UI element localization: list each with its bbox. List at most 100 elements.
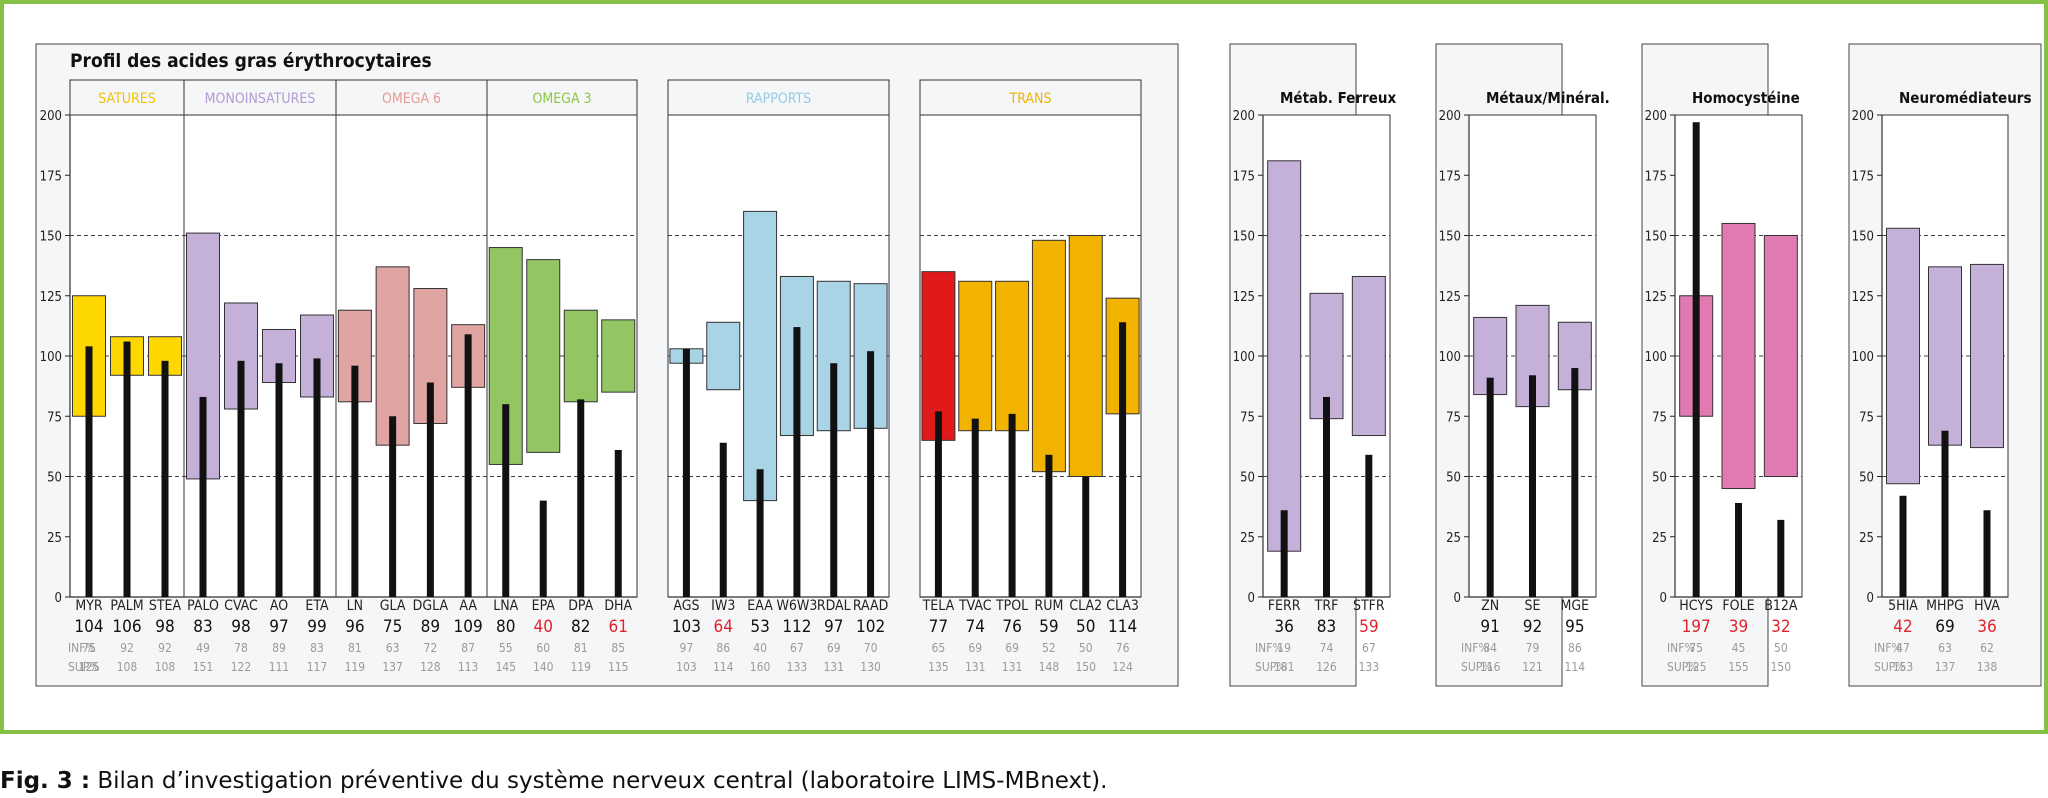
main-tick-label: 125 xyxy=(40,290,62,305)
main-item-sup-label: 114 xyxy=(713,660,734,674)
main-item-value-bar xyxy=(237,360,245,597)
group-box-4 xyxy=(667,79,890,598)
small-item-category-label: ZN xyxy=(1481,598,1499,614)
small-0-tick-label: 50 xyxy=(1240,471,1255,486)
small-item-category-label: FOLE xyxy=(1722,598,1754,614)
main-item-sup-label: 150 xyxy=(1075,660,1096,674)
small-item-category-label: TRF xyxy=(1314,598,1339,614)
main-item-value-bar xyxy=(830,363,838,597)
main-item-inf-label: 52 xyxy=(1042,641,1056,655)
main-item-value-label: 99 xyxy=(307,617,326,637)
group-label: OMEGA 6 xyxy=(382,91,441,107)
small-2-tick-label: 200 xyxy=(1645,109,1667,124)
small-2-tick-label: 25 xyxy=(1652,531,1667,546)
main-tick-label: 200 xyxy=(40,109,62,124)
small-2-sup-row-label: SUP% xyxy=(1667,660,1699,674)
main-item-sup-label: 148 xyxy=(1039,660,1060,674)
small-item-inf-label: 79 xyxy=(1526,641,1540,655)
main-item-inf-label: 86 xyxy=(716,641,730,655)
small-3-tick-label: 175 xyxy=(1852,169,1874,184)
small-item-range-bar xyxy=(1351,275,1386,437)
small-2-tick-label: 0 xyxy=(1660,591,1667,606)
main-item-category-label: LNA xyxy=(493,598,518,614)
main-item-value-bar xyxy=(199,396,207,597)
main-item-value-bar xyxy=(1082,476,1090,597)
main-item-category-label: ETA xyxy=(305,598,329,614)
main-item-value-label: 106 xyxy=(112,617,141,637)
main-item-category-label: STEA xyxy=(149,598,182,614)
small-3-tick-label: 50 xyxy=(1859,471,1874,486)
main-item-value-label: 89 xyxy=(421,617,440,637)
small-2-tick-label: 175 xyxy=(1645,169,1667,184)
main-item-category-label: LN xyxy=(347,598,363,614)
main-item-sup-label: 128 xyxy=(420,660,441,674)
main-item-category-label: TPOL xyxy=(995,598,1028,614)
main-tick-label: 25 xyxy=(47,531,62,546)
main-item-value-label: 59 xyxy=(1039,617,1058,637)
main-item-category-label: EAA xyxy=(747,598,773,614)
main-tick-label: 50 xyxy=(47,471,62,486)
small-item-category-label: 5HIA xyxy=(1888,598,1918,614)
main-item-category-label: TELA xyxy=(922,598,955,614)
group-label: SATURES xyxy=(98,91,155,107)
main-item-inf-label: 70 xyxy=(864,641,878,655)
small-3-tick-label: 100 xyxy=(1852,350,1874,365)
small-item-value-bar xyxy=(1899,495,1907,597)
small-item-inf-label: 19 xyxy=(1277,641,1291,655)
main-item-sup-label: 133 xyxy=(787,660,808,674)
small-2-tick-label: 75 xyxy=(1652,410,1667,425)
main-item-category-label: PALO xyxy=(187,598,219,614)
main-item-category-label: PALM xyxy=(110,598,143,614)
small-item-category-label: HCYS xyxy=(1679,598,1713,614)
group-box-5 xyxy=(919,79,1142,598)
main-item-sup-label: 103 xyxy=(676,660,697,674)
main-item-value-bar xyxy=(971,418,979,597)
main-item-sup-label: 124 xyxy=(1112,660,1133,674)
main-item-value-bar xyxy=(502,404,510,597)
small-item-range-bar xyxy=(1928,266,1962,446)
small-item-sup-label: 155 xyxy=(1728,660,1749,674)
small-0-tick-label: 75 xyxy=(1240,410,1255,425)
small-0-tick-label: 0 xyxy=(1248,591,1255,606)
main-item-value-label: 102 xyxy=(856,617,885,637)
small-item-value-label: 83 xyxy=(1317,617,1336,637)
small-item-sup-label: 181 xyxy=(1274,660,1295,674)
main-item-value-bar xyxy=(1045,454,1053,597)
small-1-tick-label: 100 xyxy=(1439,350,1461,365)
main-item-value-bar xyxy=(464,334,472,597)
small-item-inf-label: 75 xyxy=(1689,641,1703,655)
group-label: OMEGA 3 xyxy=(532,91,591,107)
small-3-tick-label: 75 xyxy=(1859,410,1874,425)
small-1-tick-label: 50 xyxy=(1446,471,1461,486)
biomarker-chart: Profil des acides gras érythrocytaires 0 2… xyxy=(35,43,2042,687)
main-item-inf-label: 81 xyxy=(348,641,362,655)
small-item-value-label: 32 xyxy=(1771,617,1790,637)
main-item-value-bar xyxy=(351,365,359,597)
main-item-value-label: 97 xyxy=(824,617,843,637)
small-panel-title: Homocystéine xyxy=(1692,89,1800,107)
small-2-tick-label: 50 xyxy=(1652,471,1667,486)
main-item-value-label: 98 xyxy=(231,617,250,637)
main-item-range-bar xyxy=(958,280,993,432)
small-3-inf-row-label: INF% xyxy=(1874,641,1902,655)
small-item-sup-label: 121 xyxy=(1522,660,1543,674)
main-item-range-bar xyxy=(526,259,561,453)
main-item-value-bar xyxy=(756,469,764,597)
small-item-value-label: 92 xyxy=(1523,617,1542,637)
small-item-value-label: 39 xyxy=(1729,617,1748,637)
main-item-sup-label: 108 xyxy=(117,660,138,674)
small-item-value-label: 197 xyxy=(1682,617,1711,637)
small-0-tick-label: 100 xyxy=(1233,350,1255,365)
small-item-sup-label: 114 xyxy=(1565,660,1586,674)
main-item-range-bar xyxy=(1068,235,1103,477)
small-panel-title: Métab. Ferreux xyxy=(1280,89,1396,107)
main-item-value-bar xyxy=(123,341,131,597)
small-1-tick-label: 0 xyxy=(1454,591,1461,606)
main-item-value-label: 76 xyxy=(1002,617,1021,637)
caption-text: Bilan d’investigation préventive du syst… xyxy=(97,768,1108,794)
small-item-category-label: STFR xyxy=(1353,598,1385,614)
small-item-value-bar xyxy=(1735,503,1742,597)
small-1-inf-row-label: INF% xyxy=(1461,641,1489,655)
small-3-tick-label: 25 xyxy=(1859,531,1874,546)
small-item-value-bar xyxy=(1571,368,1579,597)
